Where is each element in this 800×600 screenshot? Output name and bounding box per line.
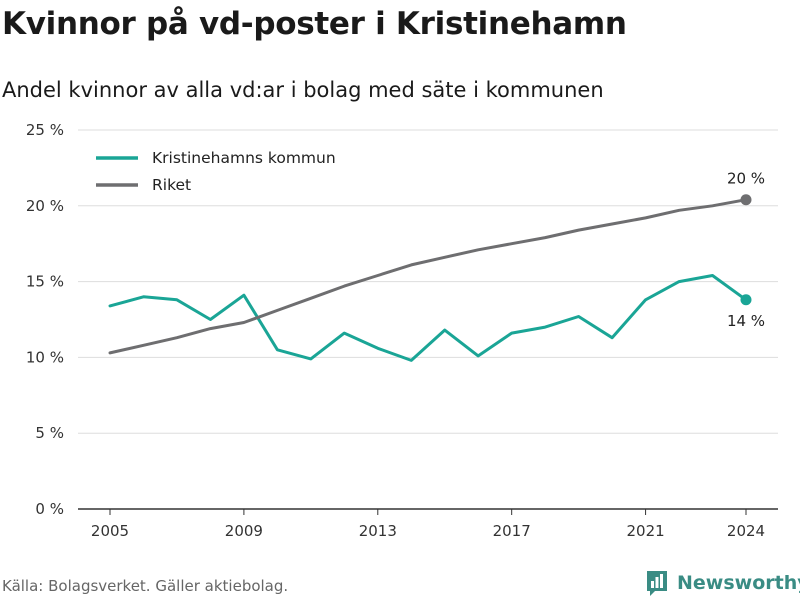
- x-tick-label: 2009: [225, 522, 263, 540]
- y-tick-label: 0 %: [35, 500, 64, 518]
- series-end-point: [740, 194, 752, 206]
- legend-label: Riket: [152, 176, 191, 194]
- chart-subtitle: Andel kvinnor av alla vd:ar i bolag med …: [2, 78, 604, 102]
- x-tick-label: 2024: [727, 522, 765, 540]
- y-tick-label: 10 %: [26, 348, 64, 366]
- x-tick-label: 2005: [91, 522, 129, 540]
- line-chart: 0 % 5 % 10 % 15 % 20 % 25 % 2005 2009 2013 2017 20…: [26, 121, 778, 540]
- series-line: [108, 274, 748, 362]
- y-tick-label: 25 %: [26, 121, 64, 139]
- chart-title: Kvinnor på vd-poster i Kristinehamn: [2, 6, 627, 42]
- x-tick-label: 2021: [626, 522, 664, 540]
- brand-logo: Newsworthy: [645, 569, 800, 597]
- brand-name: Newsworthy: [677, 572, 800, 594]
- series-line: [108, 198, 748, 355]
- y-tick-label: 15 %: [26, 273, 64, 291]
- data-label: 20 %: [727, 170, 765, 188]
- x-tick-label: 2013: [359, 522, 397, 540]
- series-end-point: [740, 294, 752, 306]
- data-label: 14 %: [727, 312, 765, 330]
- legend-label: Kristinehamns kommun: [152, 149, 336, 167]
- x-tick-label: 2017: [493, 522, 531, 540]
- y-tick-label: 5 %: [35, 424, 64, 442]
- source-note: Källa: Bolagsverket. Gäller aktiebolag.: [2, 577, 289, 595]
- bar-chart-bubble-icon: [647, 571, 667, 596]
- y-tick-label: 20 %: [26, 197, 64, 215]
